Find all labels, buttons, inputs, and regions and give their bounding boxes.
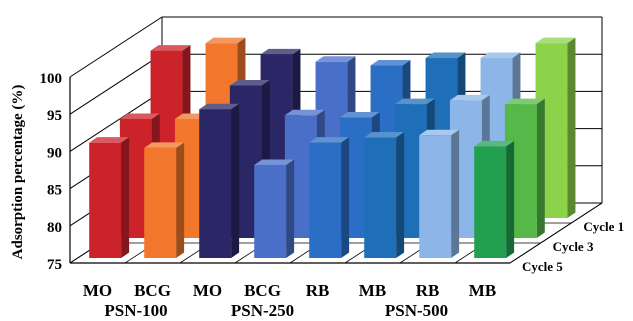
bar-cycle-5-2 <box>199 104 239 258</box>
series-label: Cycle 5 <box>522 259 563 274</box>
group-label: PSN-500 <box>385 301 448 320</box>
bar-cycle-5-5 <box>364 132 404 258</box>
x-tick-label: RB <box>306 281 330 300</box>
chart-bars <box>89 38 575 258</box>
y-tick-label: 100 <box>40 71 63 87</box>
grid-line-side <box>70 54 162 114</box>
bar-front <box>89 143 121 258</box>
series-label: Cycle 1 <box>583 219 624 234</box>
group-label: PSN-100 <box>104 301 167 320</box>
y-tick-label: 80 <box>47 220 62 236</box>
x-tick-label: MB <box>469 281 496 300</box>
bar-front <box>474 146 506 258</box>
x-tick-label: BCG <box>244 281 281 300</box>
bar-side <box>176 142 184 258</box>
bar-front <box>199 109 231 258</box>
bar-side <box>506 141 514 258</box>
bar-cycle-5-6 <box>419 130 459 258</box>
x-tick-label: RB <box>416 281 440 300</box>
group-label: PSN-250 <box>231 301 294 320</box>
bar-cycle-5-3 <box>254 160 294 259</box>
series-label: Cycle 3 <box>553 239 594 254</box>
y-axis-label: Adsorption percentage (%) <box>10 85 26 260</box>
y-tick-label: 95 <box>47 108 62 124</box>
bar-cycle-5-1 <box>144 142 184 258</box>
bar-side <box>396 132 404 258</box>
y-tick-label: 85 <box>47 183 62 199</box>
x-tick-label: MO <box>193 281 222 300</box>
bar-front <box>254 165 286 258</box>
bar-side <box>567 38 575 218</box>
bar-front <box>144 148 176 258</box>
x-tick-label: MB <box>359 281 386 300</box>
bar-cycle-5-0 <box>89 137 129 258</box>
bar-cycle-5-4 <box>309 137 349 258</box>
bar-front <box>419 135 451 258</box>
bar-side <box>341 137 349 258</box>
x-tick-label: BCG <box>134 281 171 300</box>
bar-front <box>309 143 341 258</box>
bar-side <box>121 137 129 258</box>
bar-cycle-5-7 <box>474 141 514 258</box>
x-tick-label: MO <box>83 281 112 300</box>
bar-side <box>451 130 459 258</box>
y-tick-label: 75 <box>47 257 62 273</box>
bar-side <box>231 104 239 258</box>
y-tick-label: 90 <box>47 145 62 161</box>
bar-side <box>537 99 545 238</box>
bar-front <box>364 137 396 258</box>
bar-side <box>286 160 294 259</box>
grid-line-side <box>70 17 162 77</box>
